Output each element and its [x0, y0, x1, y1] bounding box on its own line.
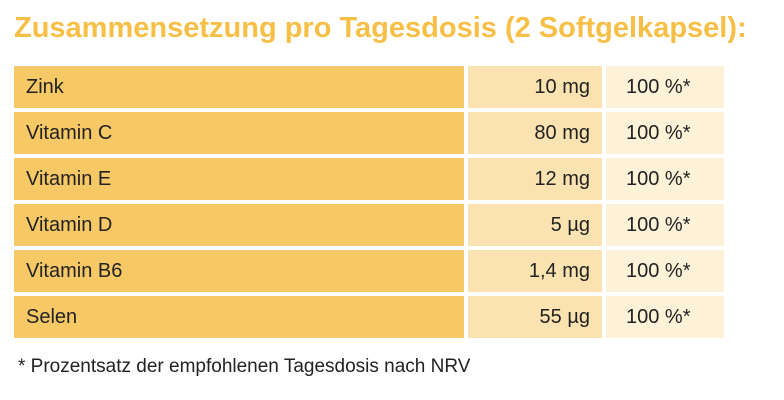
nutrient-name: Selen	[14, 296, 464, 338]
table-row: Selen 55 µg 100 %*	[14, 296, 724, 338]
nrv-percent: 100 %*	[602, 66, 724, 108]
footnote: * Prozentsatz der empfohlenen Tagesdosis…	[18, 356, 471, 377]
title: Zusammensetzung pro Tagesdosis (2 Softge…	[14, 12, 747, 44]
nrv-percent: 100 %*	[602, 204, 724, 246]
nrv-percent: 100 %*	[602, 158, 724, 200]
amount: 10 mg	[464, 66, 602, 108]
nutrient-name: Vitamin E	[14, 158, 464, 200]
amount: 12 mg	[464, 158, 602, 200]
table-row: Vitamin E 12 mg 100 %*	[14, 158, 724, 200]
table-row: Vitamin B6 1,4 mg 100 %*	[14, 250, 724, 292]
nrv-percent: 100 %*	[602, 296, 724, 338]
nrv-percent: 100 %*	[602, 250, 724, 292]
nutrient-name: Zink	[14, 66, 464, 108]
amount: 80 mg	[464, 112, 602, 154]
nutrient-name: Vitamin B6	[14, 250, 464, 292]
nutrient-name: Vitamin C	[14, 112, 464, 154]
nrv-percent: 100 %*	[602, 112, 724, 154]
amount: 1,4 mg	[464, 250, 602, 292]
table-row: Vitamin C 80 mg 100 %*	[14, 112, 724, 154]
nutrient-name: Vitamin D	[14, 204, 464, 246]
amount: 55 µg	[464, 296, 602, 338]
table-row: Zink 10 mg 100 %*	[14, 66, 724, 108]
nutrient-table: Zink 10 mg 100 %* Vitamin C 80 mg 100 %* Vitam…	[14, 62, 724, 342]
amount: 5 µg	[464, 204, 602, 246]
